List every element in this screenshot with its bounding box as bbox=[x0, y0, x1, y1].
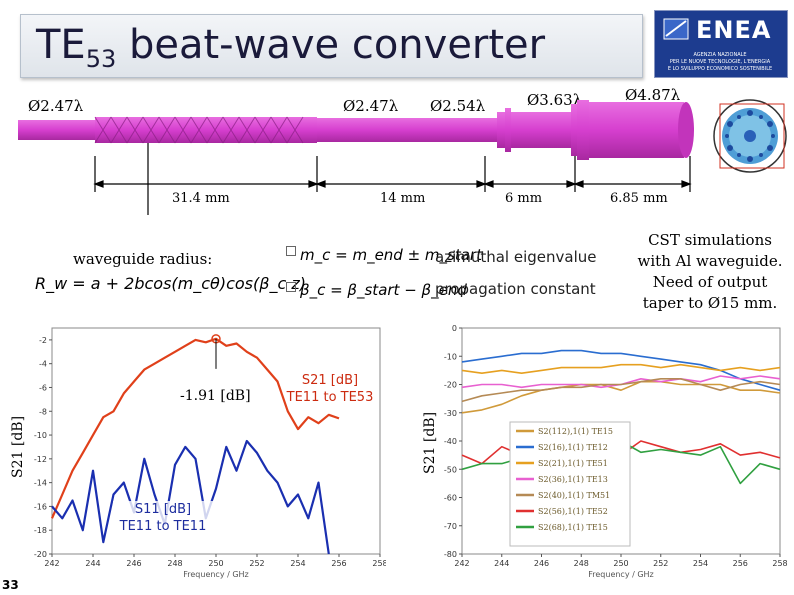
s11-label-line-2: TE11 to TE11 bbox=[119, 519, 207, 534]
left-plot: 242 244 246 248 250 252 254 256 258 -2 -4 -6 -8 -10 -1… bbox=[34, 327, 386, 579]
left-plot-ylabel: S21 [dB] bbox=[10, 415, 26, 478]
diameter-label-3: Ø2.54λ bbox=[430, 97, 486, 115]
checkbox-glyph-1 bbox=[286, 246, 296, 256]
x-tick-label: 248 bbox=[574, 559, 589, 568]
cst-note-line-1: CST simulations bbox=[648, 231, 772, 249]
y-tick-label: -40 bbox=[444, 437, 457, 446]
s11-label-line-1: S11 [dB] bbox=[134, 502, 192, 517]
y-tick-label: -16 bbox=[34, 502, 47, 511]
y-tick-label: -10 bbox=[444, 352, 457, 361]
waveguide-drawing bbox=[18, 100, 694, 215]
x-tick-label: 242 bbox=[454, 559, 469, 568]
y-tick-label: -50 bbox=[444, 465, 457, 474]
diameter-label-1: Ø2.47λ bbox=[28, 97, 84, 115]
x-tick-label: 254 bbox=[290, 559, 305, 568]
y-tick-label: 0 bbox=[452, 324, 457, 333]
length-label-1: 31.4 mm bbox=[172, 191, 230, 206]
cst-note: CST simulations with Al waveguide. Need … bbox=[630, 230, 790, 314]
y-tick-label: -70 bbox=[444, 522, 457, 531]
x-tick-label: 250 bbox=[613, 559, 628, 568]
beta-formula: β_c = β_start − β_end bbox=[300, 281, 467, 299]
logo-line-2: PER LE NUOVE TECNOLOGIE, L'ENERGIA bbox=[669, 59, 771, 65]
right-plot-ylabel: S21 [dB] bbox=[422, 411, 438, 474]
y-tick-label: -14 bbox=[34, 479, 47, 488]
x-axis-label: Frequency / GHz bbox=[183, 570, 249, 579]
series-line-1 bbox=[461, 349, 781, 391]
right-plot: 242 244 246 248 250 252 254 256 258 0 -10 -20 -30 -40… bbox=[444, 324, 788, 579]
legend-box bbox=[509, 421, 631, 547]
series-line-0 bbox=[461, 380, 781, 414]
series-line-2 bbox=[461, 363, 781, 375]
y-tick-label: -20 bbox=[444, 381, 457, 390]
length-label-4: 6.85 mm bbox=[610, 191, 668, 206]
y-tick-label: -80 bbox=[444, 550, 457, 559]
x-tick-label: 252 bbox=[653, 559, 668, 568]
y-tick-label: -8 bbox=[39, 407, 47, 416]
peak-annotation: -1.91 [dB] bbox=[180, 388, 251, 404]
checkbox-glyph-2 bbox=[286, 282, 296, 292]
series-line-4 bbox=[461, 377, 781, 403]
legend-entry-1: S2(16),1(1) TE12 bbox=[538, 443, 608, 452]
x-axis-label: Frequency / GHz bbox=[588, 570, 654, 579]
cst-note-line-3: Need of output bbox=[652, 273, 768, 291]
beta-label: propagation constant bbox=[435, 280, 596, 298]
m-label: azimuthal eigenvalue bbox=[435, 248, 597, 266]
logo-line-1: AGENZIA NAZIONALE bbox=[693, 52, 747, 58]
y-tick-label: -10 bbox=[34, 431, 47, 440]
diameter-label-2: Ø2.47λ bbox=[343, 97, 399, 115]
x-tick-label: 248 bbox=[167, 559, 182, 568]
legend-entry-3: S2(36),1(1) TE13 bbox=[538, 475, 608, 484]
s21-label-line-2: TE11 to TE53 bbox=[286, 390, 374, 405]
x-tick-label: 244 bbox=[494, 559, 509, 568]
series-line-1 bbox=[51, 439, 330, 555]
x-tick-label: 256 bbox=[733, 559, 748, 568]
title-bar bbox=[20, 14, 643, 78]
y-tick-label: -20 bbox=[34, 550, 47, 559]
right-plot-legend: S2(112),1(1) TE15 S2(16),1(1) TE12 S2(21),… bbox=[509, 421, 631, 547]
s21-series-label: S21 [dB] TE11 to TE53 bbox=[280, 372, 380, 406]
y-tick-label: -4 bbox=[39, 360, 47, 369]
y-tick-label: -18 bbox=[34, 526, 47, 535]
y-tick-label: -12 bbox=[34, 455, 47, 464]
page-title: TE53 beat-wave converter bbox=[36, 22, 546, 73]
cst-note-line-2: with Al waveguide. bbox=[637, 252, 783, 270]
y-tick-label: -6 bbox=[39, 383, 47, 392]
x-tick-label: 244 bbox=[85, 559, 100, 568]
x-tick-label: 246 bbox=[126, 559, 141, 568]
x-tick-label: 254 bbox=[693, 559, 708, 568]
logo-line-3: E LO SVILUPPO ECONOMICO SOSTENIBILE bbox=[667, 66, 773, 72]
diameter-label-5: Ø4.87λ bbox=[625, 86, 681, 104]
cross-section-inset bbox=[713, 99, 787, 173]
m-formula: m_c = m_end ± m_start bbox=[300, 246, 482, 264]
x-tick-label: 258 bbox=[772, 559, 787, 568]
enea-logo-mark-icon bbox=[663, 18, 689, 40]
x-tick-label: 246 bbox=[534, 559, 549, 568]
length-label-3: 6 mm bbox=[505, 191, 543, 206]
x-tick-label: 252 bbox=[249, 559, 264, 568]
x-tick-label: 258 bbox=[372, 559, 386, 568]
legend-entry-0: S2(112),1(1) TE15 bbox=[538, 427, 613, 436]
x-tick-label: 250 bbox=[208, 559, 223, 568]
legend-entry-4: S2(40),1(1) TM51 bbox=[538, 491, 610, 500]
y-tick-label: -30 bbox=[444, 409, 457, 418]
slide-number: 33 bbox=[2, 578, 19, 592]
diameter-label-4: Ø3.63λ bbox=[527, 91, 583, 109]
series-line-0 bbox=[50, 337, 340, 519]
x-tick-label: 242 bbox=[44, 559, 59, 568]
cst-note-line-4: taper to Ø15 mm. bbox=[642, 294, 778, 312]
s11-series-label: S11 [dB] TE11 to TE11 bbox=[113, 501, 213, 535]
radius-formula: R_w = a + 2bcos(m_cθ)cos(β_c z) bbox=[35, 274, 306, 293]
x-tick-label: 256 bbox=[331, 559, 346, 568]
y-tick-label: -60 bbox=[444, 494, 457, 503]
y-tick-label: -2 bbox=[39, 336, 47, 345]
s21-label-line-1: S21 [dB] bbox=[301, 373, 359, 388]
corrugated-section bbox=[95, 117, 317, 143]
legend-entry-2: S2(21),1(1) TE51 bbox=[538, 459, 608, 468]
enea-logo-text: ENEA bbox=[696, 16, 772, 44]
length-label-2: 14 mm bbox=[380, 191, 426, 206]
legend-entry-6: S2(68),1(1) TE15 bbox=[538, 523, 608, 532]
radius-label: waveguide radius: bbox=[73, 250, 213, 268]
legend-entry-5: S2(56),1(1) TE52 bbox=[538, 507, 608, 516]
